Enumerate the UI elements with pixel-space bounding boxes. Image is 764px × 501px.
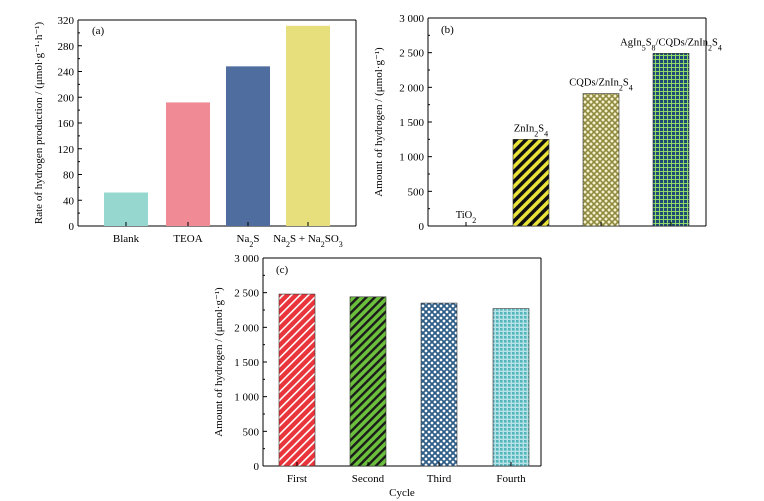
chart-panel-b: 0 500 1 000 1 500 2 000 2 500 3 000 Amount of h… <box>373 13 722 233</box>
bar-label: TiO2 <box>456 210 477 225</box>
x-tick-label: Na2S + Na2SO3 <box>273 233 343 249</box>
bar-c-2 <box>420 302 458 467</box>
y-tick-label: 200 <box>58 92 75 104</box>
x-tick-label: Fourth <box>496 473 526 485</box>
bar-c-0 <box>278 293 316 467</box>
bar-b-3 <box>652 53 690 227</box>
y-tick-label: 1 000 <box>399 152 424 164</box>
bar-c-3 <box>492 308 530 467</box>
bar-b-1 <box>512 139 550 227</box>
y-tick-label: 160 <box>58 118 75 130</box>
y-tick-label: 0 <box>419 221 425 233</box>
y-tick-label: 2 500 <box>399 48 424 60</box>
y-tick-label: 2 000 <box>399 82 424 94</box>
y-tick-label: 500 <box>408 186 425 198</box>
panel-label: (a) <box>92 25 105 37</box>
x-tick-label: First <box>287 473 307 485</box>
bar-label: CQDs/ZnIn2S4 <box>569 78 632 93</box>
panel-label: (c) <box>276 264 289 276</box>
y-axis-label: Amount of hydrogen / (μmol·g⁻¹) <box>373 47 385 197</box>
y-tick-label: 1 000 <box>234 392 259 404</box>
y-axis-label: Rate of hydrogen production / (μmol·g⁻¹·… <box>33 22 45 225</box>
y-tick-label: 120 <box>58 144 75 156</box>
y-tick-label: 2 500 <box>234 288 259 300</box>
x-tick-label: Na2S <box>237 233 260 249</box>
bar-c-1 <box>349 296 387 467</box>
bar-a-1 <box>166 102 210 226</box>
x-tick-label: Second <box>352 473 385 485</box>
x-axis-label: Cycle <box>389 487 415 499</box>
y-tick-label: 280 <box>58 41 75 53</box>
y-tick-label: 1 500 <box>234 357 259 369</box>
y-tick-label: 2 000 <box>234 322 259 334</box>
chart-panel-c: 0 500 1 000 1 500 2 000 2 500 3 000 Amount of h… <box>213 253 542 499</box>
x-tick-label: TEOA <box>173 233 202 245</box>
bar-a-3 <box>286 25 330 227</box>
y-tick-label: 500 <box>243 426 260 438</box>
y-tick-label: 1 500 <box>399 117 424 129</box>
bar-a-0 <box>104 192 148 226</box>
chart-panel-a: 0 40 80 120 160 200 240 280 320 Rate of hydrogen … <box>33 15 357 249</box>
y-tick-label: 40 <box>63 195 75 207</box>
y-tick-label: 0 <box>69 221 75 233</box>
y-tick-label: 0 <box>254 461 260 473</box>
y-tick-label: 240 <box>58 67 75 79</box>
bar-label: ZnIn2S4 <box>514 123 548 138</box>
y-tick-label: 80 <box>63 170 75 182</box>
bar-a-2 <box>226 66 270 226</box>
y-tick-label: 3 000 <box>399 13 424 25</box>
y-tick-label: 3 000 <box>234 253 259 265</box>
bar-b-2 <box>582 93 620 227</box>
y-tick-label: 320 <box>58 15 75 27</box>
x-tick-label: Third <box>427 473 452 485</box>
x-tick-label: Blank <box>113 233 140 245</box>
bar-label: AgIn5S8/CQDs/ZnIn2S4 <box>620 37 722 52</box>
y-axis-label: Amount of hydrogen / (μmol·g⁻¹) <box>213 287 225 437</box>
panel-label: (b) <box>441 24 454 36</box>
